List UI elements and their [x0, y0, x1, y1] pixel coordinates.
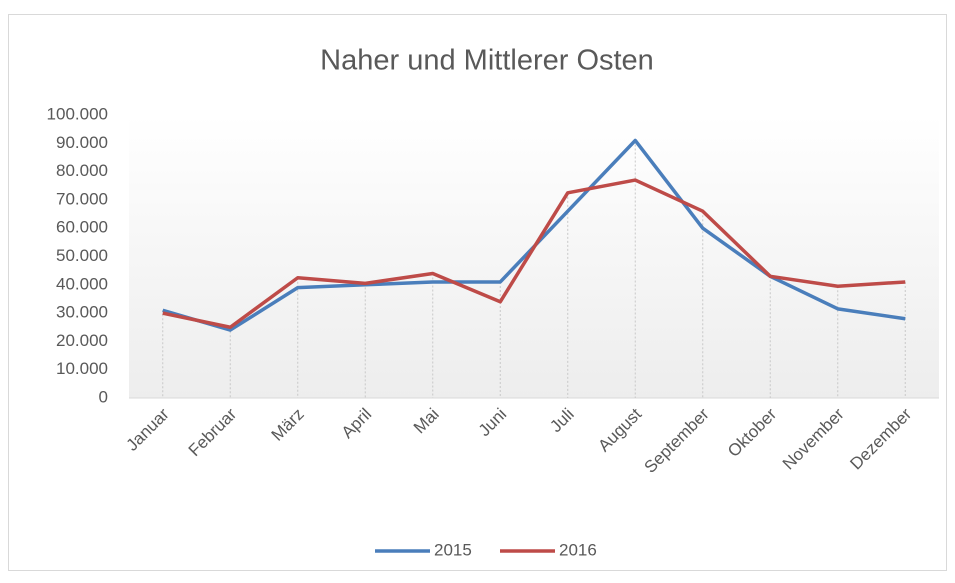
y-tick-label: 0	[99, 387, 108, 406]
legend-label: 2016	[559, 540, 597, 559]
y-tick-label: 40.000	[56, 274, 108, 293]
y-tick-label: 80.000	[56, 161, 108, 180]
y-tick-label: 20.000	[56, 331, 108, 350]
plot-area	[129, 115, 939, 398]
legend-label: 2015	[434, 540, 472, 559]
y-tick-label: 90.000	[56, 133, 108, 152]
y-tick-label: 60.000	[56, 218, 108, 237]
y-tick-label: 30.000	[56, 303, 108, 322]
y-tick-label: 50.000	[56, 246, 108, 265]
y-tick-label: 10.000	[56, 359, 108, 378]
y-tick-label: 100.000	[47, 104, 108, 123]
series-line	[162, 178, 906, 329]
chart-title: Naher und Mittlerer Osten	[320, 45, 654, 77]
y-tick-label: 70.000	[56, 189, 108, 208]
